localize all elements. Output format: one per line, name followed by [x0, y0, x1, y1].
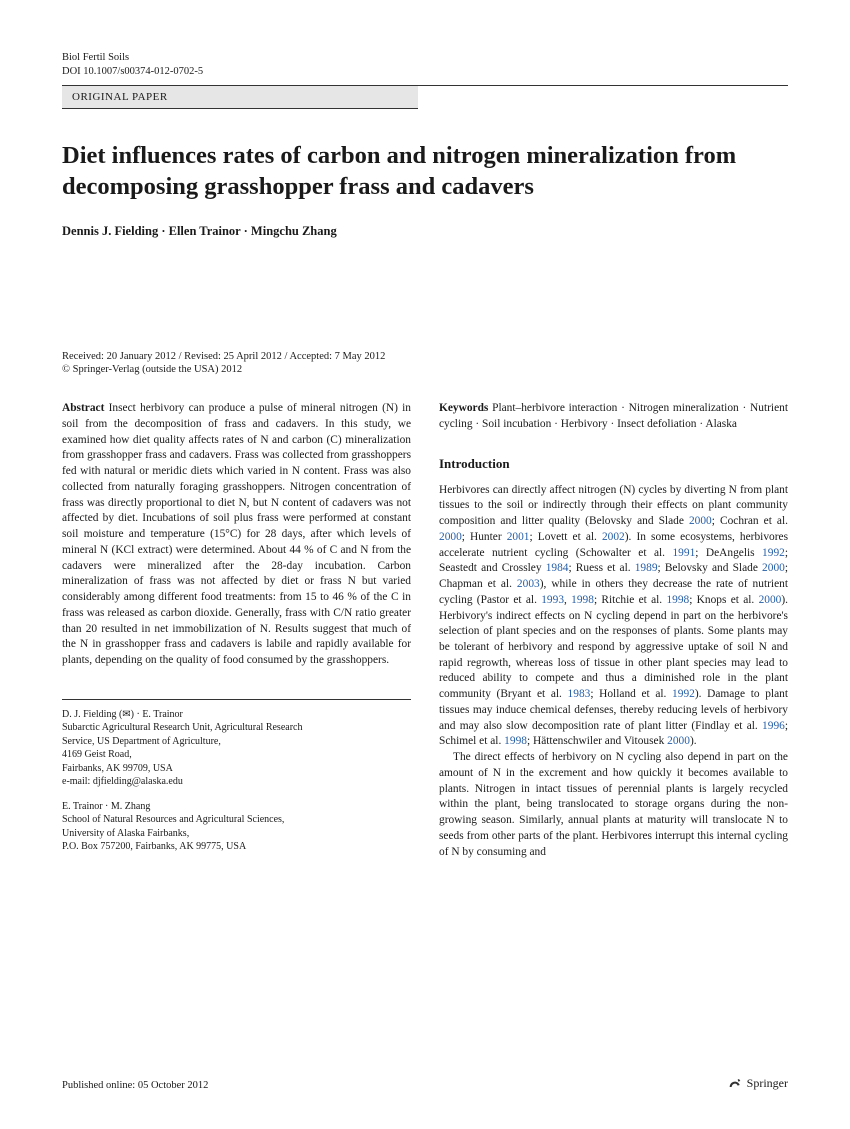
keywords-body: Plant–herbivore interaction · Nitrogen m… — [439, 402, 788, 430]
journal-name: Biol Fertil Soils — [62, 52, 788, 63]
abstract-body: Insect herbivory can produce a pulse of … — [62, 402, 411, 666]
affil-2-line-3: P.O. Box 757200, Fairbanks, AK 99775, US… — [62, 840, 411, 854]
affil-1-line-2: Service, US Department of Agriculture, — [62, 735, 411, 749]
intro-paragraph-2: The direct effects of herbivory on N cyc… — [439, 750, 788, 860]
left-column: Abstract Insect herbivory can produce a … — [62, 401, 411, 864]
page-footer: Published online: 05 October 2012 Spring… — [62, 1075, 788, 1091]
keywords-paragraph: Keywords Plant–herbivore interaction · N… — [439, 401, 788, 432]
abstract-paragraph: Abstract Insect herbivory can produce a … — [62, 401, 411, 668]
keywords-label: Keywords — [439, 402, 488, 414]
affil-2-line-2: University of Alaska Fairbanks, — [62, 827, 411, 841]
citation-year[interactable]: 1993 — [541, 594, 564, 606]
publisher-logo: Springer — [727, 1075, 788, 1091]
affiliation-divider — [62, 699, 411, 700]
copyright-text: © Springer-Verlag (outside the USA) 2012 — [62, 364, 788, 375]
citation-year[interactable]: 2000 — [439, 531, 462, 543]
citation-year[interactable]: 1983 — [568, 688, 591, 700]
citation-year[interactable]: 1984 — [546, 562, 569, 574]
paper-title: Diet influences rates of carbon and nitr… — [62, 141, 788, 202]
abstract-label: Abstract — [62, 402, 104, 414]
doi-text: DOI 10.1007/s00374-012-0702-5 — [62, 66, 788, 77]
citation-year[interactable]: 1992 — [762, 547, 785, 559]
affil-2-line-1: School of Natural Resources and Agricult… — [62, 813, 411, 827]
affil-1-line-1: Subarctic Agricultural Research Unit, Ag… — [62, 721, 411, 735]
citation-year[interactable]: 1998 — [666, 594, 689, 606]
right-column: Keywords Plant–herbivore interaction · N… — [439, 401, 788, 864]
introduction-header: Introduction — [439, 455, 788, 473]
affiliation-block-1: D. J. Fielding (✉) · E. Trainor Subarcti… — [62, 708, 411, 789]
received-dates: Received: 20 January 2012 / Revised: 25 … — [62, 351, 788, 362]
citation-year[interactable]: 2000 — [762, 562, 785, 574]
citation-year[interactable]: 1992 — [672, 688, 695, 700]
citation-year[interactable]: 2000 — [759, 594, 782, 606]
citation-year[interactable]: 2002 — [602, 531, 625, 543]
paper-type-badge: ORIGINAL PAPER — [62, 86, 418, 109]
citation-year[interactable]: 2000 — [667, 735, 690, 747]
springer-horse-icon — [727, 1075, 743, 1091]
affil-1-email: e-mail: djfielding@alaska.edu — [62, 775, 411, 789]
authors-list: Dennis J. Fielding · Ellen Trainor · Min… — [62, 224, 788, 239]
citation-year[interactable]: 1998 — [571, 594, 594, 606]
citation-year[interactable]: 1991 — [672, 547, 695, 559]
journal-header: Biol Fertil Soils DOI 10.1007/s00374-012… — [62, 52, 788, 77]
affil-2-names: E. Trainor · M. Zhang — [62, 800, 411, 814]
citation-year[interactable]: 1998 — [504, 735, 527, 747]
affil-1-names: D. J. Fielding (✉) · E. Trainor — [62, 708, 411, 722]
citation-year[interactable]: 2001 — [507, 531, 530, 543]
citation-year[interactable]: 2000 — [689, 515, 712, 527]
publisher-name: Springer — [747, 1076, 788, 1091]
intro-paragraph-1: Herbivores can directly affect nitrogen … — [439, 483, 788, 750]
affiliation-block-2: E. Trainor · M. Zhang School of Natural … — [62, 800, 411, 854]
citation-year[interactable]: 1989 — [635, 562, 658, 574]
citation-year[interactable]: 2003 — [517, 578, 540, 590]
affil-1-line-3: 4169 Geist Road, — [62, 748, 411, 762]
affil-1-line-4: Fairbanks, AK 99709, USA — [62, 762, 411, 776]
citation-year[interactable]: 1996 — [762, 720, 785, 732]
published-online: Published online: 05 October 2012 — [62, 1080, 208, 1091]
